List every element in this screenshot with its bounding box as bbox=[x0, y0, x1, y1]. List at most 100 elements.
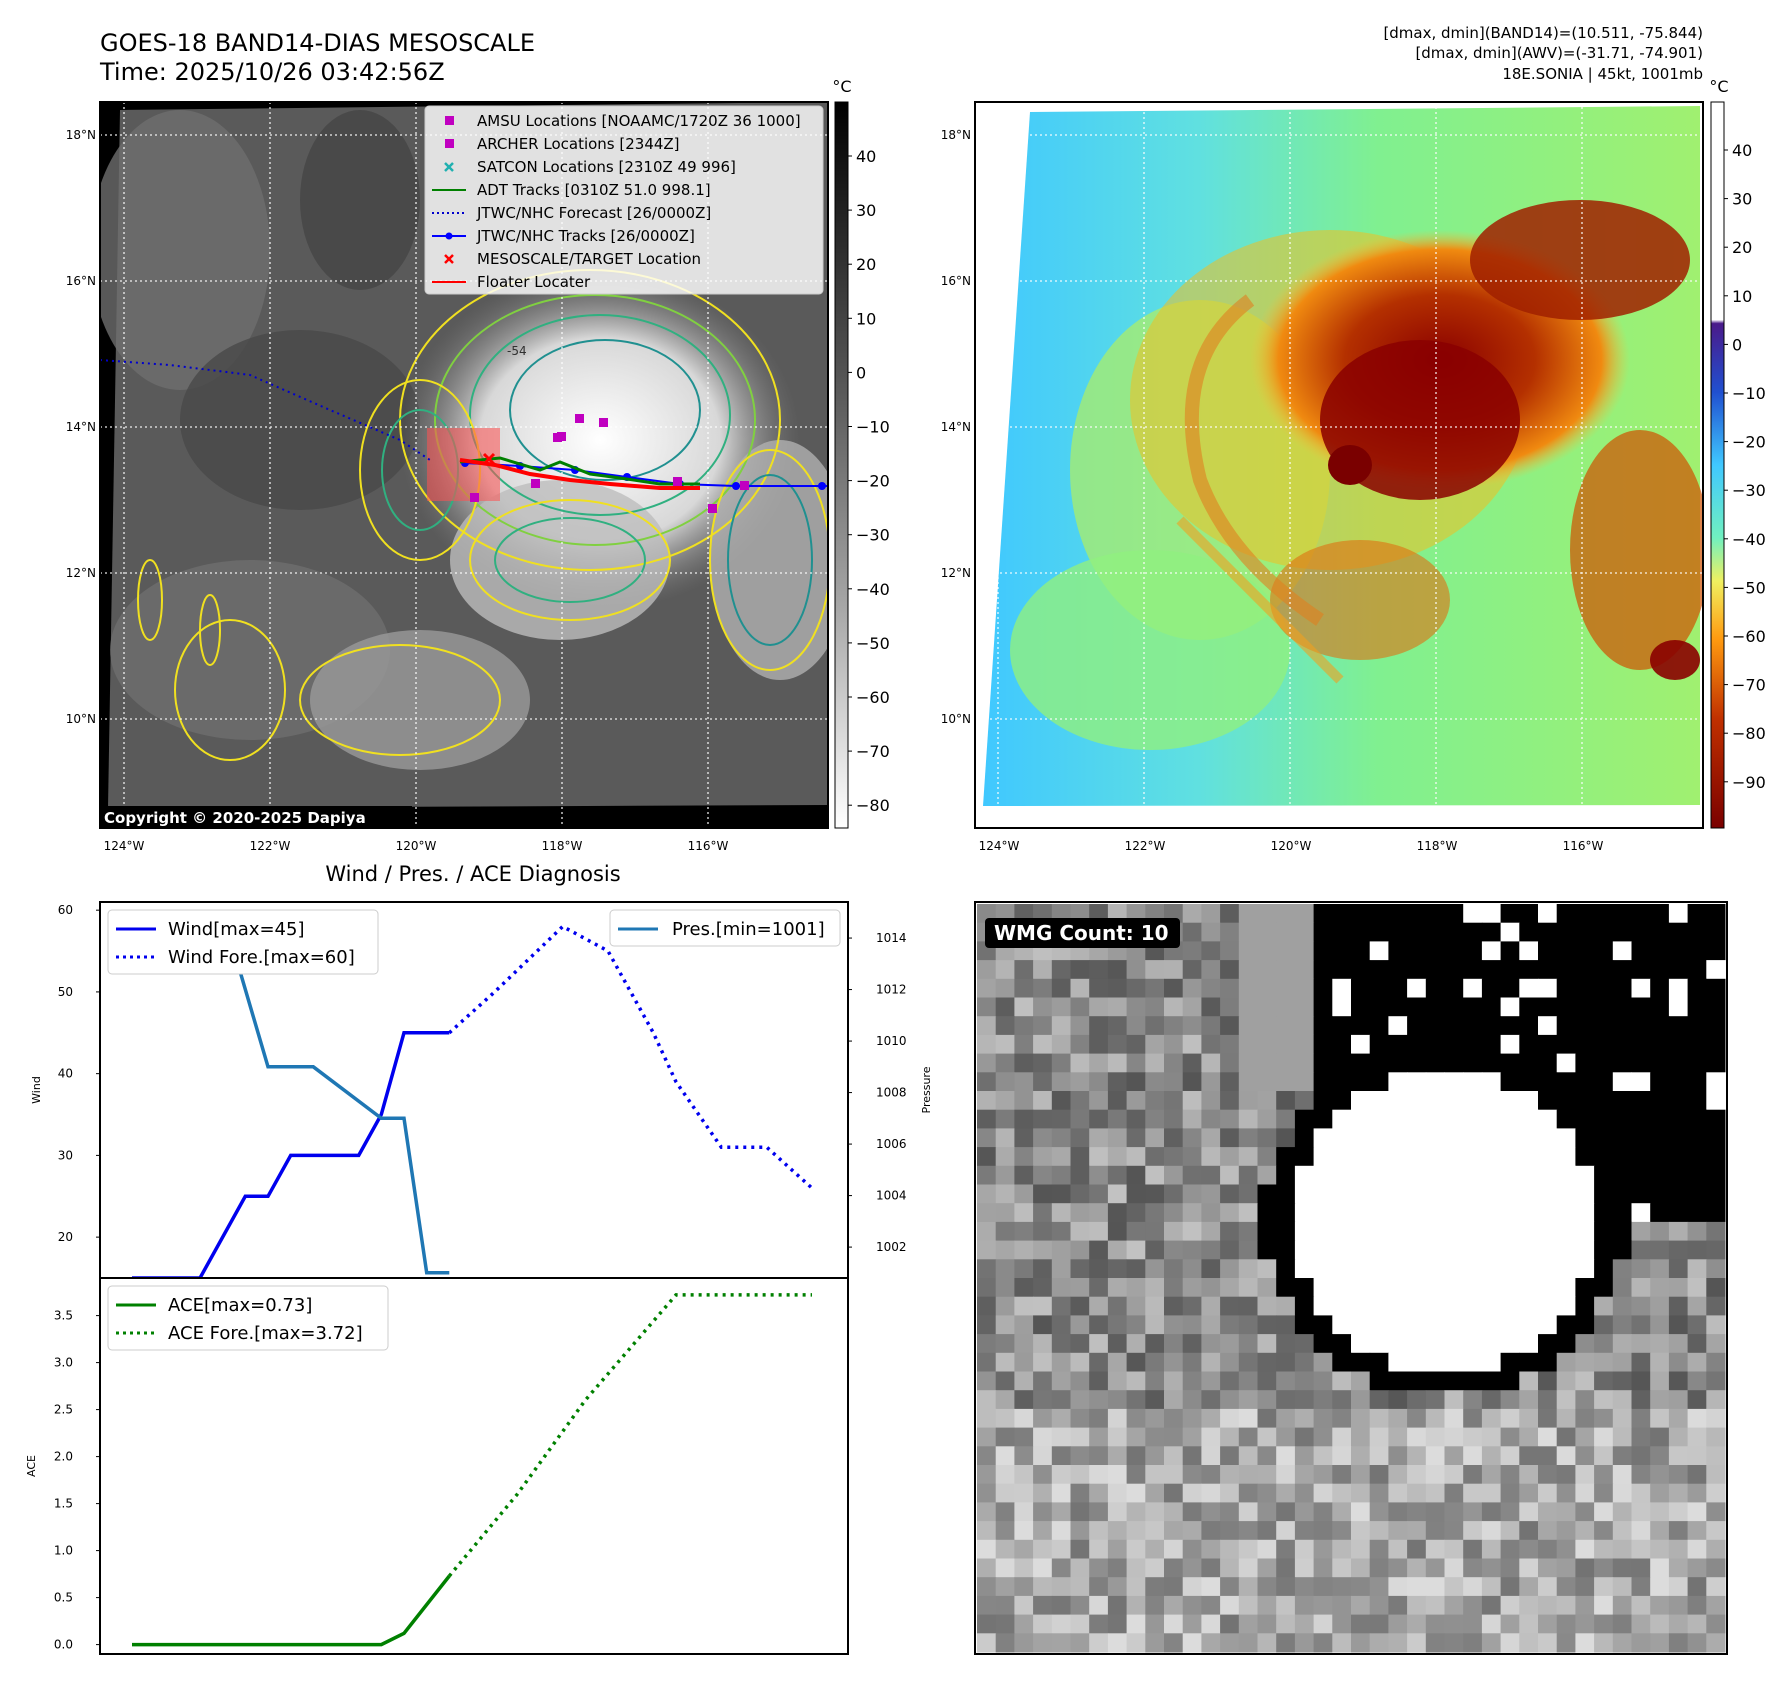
legend-label: JTWC/NHC Forecast [26/0000Z] bbox=[476, 204, 711, 222]
colorbar-right-tick: −60 bbox=[1732, 627, 1766, 646]
colorbar-right-tick: −40 bbox=[1732, 530, 1766, 549]
colorbar-right-tick: −50 bbox=[1732, 578, 1766, 597]
legend-entry: AMSU Locations [NOAAMC/1720Z 36 1000] bbox=[445, 112, 801, 130]
legend-entry: JTWC/NHC Forecast [26/0000Z] bbox=[432, 204, 711, 222]
colorbar-left-tick: 0 bbox=[856, 363, 866, 382]
colorbar-right-unit: °C bbox=[1709, 77, 1728, 96]
stats-storm: 18E.SONIA | 45kt, 1001mb bbox=[1502, 65, 1703, 83]
colorbar-right-tick: −10 bbox=[1732, 384, 1766, 403]
colorbar-right-tick: 10 bbox=[1732, 287, 1752, 306]
ace-tick: 0.0 bbox=[54, 1638, 73, 1652]
floater-locater-track bbox=[459, 458, 700, 490]
legend-ace: ACE[max=0.73] bbox=[168, 1295, 312, 1316]
wind-tick: 30 bbox=[58, 1148, 73, 1162]
colorbar-left-tick: −10 bbox=[856, 418, 890, 437]
legend-label: AMSU Locations [NOAAMC/1720Z 36 1000] bbox=[477, 112, 801, 130]
ace-tick: 0.5 bbox=[54, 1591, 73, 1605]
colorbar-left-tick: −40 bbox=[856, 580, 890, 599]
pressure-ylabel: Pressure bbox=[920, 1066, 933, 1113]
colorbar-right-tick: −90 bbox=[1732, 773, 1766, 792]
ace-tick: 2.0 bbox=[54, 1450, 73, 1464]
legend-entry: SATCON Locations [2310Z 49 996] bbox=[444, 158, 736, 176]
lat-label: 16°N bbox=[66, 274, 96, 288]
legend-entry: ARCHER Locations [2344Z] bbox=[445, 135, 680, 153]
lat-label: 18°N bbox=[941, 128, 971, 142]
colorbar-right-tick: 30 bbox=[1732, 190, 1752, 209]
pressure-tick: 1014 bbox=[876, 931, 907, 945]
ace-tick: 1.5 bbox=[54, 1497, 73, 1511]
ace-chart: 0.0 0.5 1.0 1.5 2.0 2.5 3.0 3.5 ACE ACE[max=0.7… bbox=[25, 1277, 849, 1655]
legend-label: MESOSCALE/TARGET Location bbox=[477, 250, 701, 268]
wind-ylabel: Wind bbox=[30, 1076, 43, 1104]
lon-label: 116°W bbox=[1563, 839, 1604, 853]
colorbar-right-tick: 40 bbox=[1732, 141, 1752, 160]
copyright: Copyright © 2020-2025 Dapiya bbox=[104, 809, 366, 827]
color-ir-panel bbox=[975, 102, 1703, 828]
legend-entry: ADT Tracks [0310Z 51.0 998.1] bbox=[432, 181, 711, 199]
colorbar-right-tick: 0 bbox=[1732, 335, 1742, 354]
colorbar-right-tick: −70 bbox=[1732, 676, 1766, 695]
lat-label: 18°N bbox=[66, 128, 96, 142]
lat-label: 14°N bbox=[941, 420, 971, 434]
colorbar-left-tick: −20 bbox=[856, 472, 890, 491]
tr-lat-labels: 18°N 16°N 14°N 12°N 10°N bbox=[941, 128, 971, 726]
lat-label: 10°N bbox=[66, 712, 96, 726]
ace-tick: 3.5 bbox=[54, 1309, 73, 1323]
colorbar-left-tick: −30 bbox=[856, 526, 890, 545]
wind-tick: 40 bbox=[58, 1067, 73, 1081]
colorbar-left-tick: −70 bbox=[856, 742, 890, 761]
colorbar-right-tick: −20 bbox=[1732, 433, 1766, 452]
colorbar-right: °C 40 30 20 10 0 −10 −20 −30 −40 −50 −60 −70 −80 −90 bbox=[1709, 77, 1766, 829]
tr-lon-labels: 124°W 122°W 120°W 118°W 116°W bbox=[979, 839, 1604, 853]
tl-lat-labels: 18°N 16°N 14°N 12°N 10°N bbox=[66, 128, 96, 726]
ace-ylabel: ACE bbox=[25, 1455, 38, 1477]
wmg-panel: WMG Count: 10 bbox=[974, 901, 1728, 1655]
lon-label: 124°W bbox=[979, 839, 1020, 853]
colorbar-right-tick: −30 bbox=[1732, 481, 1766, 500]
legend-entry: Floater Locater bbox=[432, 273, 591, 291]
lon-label: 118°W bbox=[1417, 839, 1458, 853]
legend-entry: MESOSCALE/TARGET Location bbox=[444, 250, 701, 268]
figure-time: Time: 2025/10/26 03:42:56Z bbox=[99, 58, 445, 86]
stats-awv: [dmax, dmin](AWV)=(-31.71, -74.901) bbox=[1415, 44, 1703, 62]
legend-wind: Wind[max=45] bbox=[168, 919, 305, 940]
legend-label: JTWC/NHC Tracks [26/0000Z] bbox=[476, 227, 695, 245]
legend-label: Floater Locater bbox=[477, 273, 591, 291]
colorbar-right-tick: 20 bbox=[1732, 238, 1752, 257]
ace-series-line-0 bbox=[132, 1574, 451, 1647]
wind-tick: 20 bbox=[58, 1230, 73, 1244]
colorbar-left-tick: 40 bbox=[856, 147, 876, 166]
colorbar-left-tick: 20 bbox=[856, 255, 876, 274]
colorbar-left-tick: 10 bbox=[856, 309, 876, 328]
adt-track bbox=[459, 456, 700, 486]
legend-entry: JTWC/NHC Tracks [26/0000Z] bbox=[432, 227, 695, 245]
ace-tick: 3.0 bbox=[54, 1356, 73, 1370]
colorbar-left-tick: −60 bbox=[856, 688, 890, 707]
lat-label: 12°N bbox=[66, 566, 96, 580]
legend-ace-forecast: ACE Fore.[max=3.72] bbox=[168, 1323, 363, 1344]
ace-tick: 2.5 bbox=[54, 1403, 73, 1417]
pressure-tick: 1006 bbox=[876, 1137, 907, 1151]
wind-tick: 60 bbox=[58, 903, 73, 917]
wind-tick: 50 bbox=[58, 985, 73, 999]
lon-label: 120°W bbox=[396, 839, 437, 853]
lat-label: 10°N bbox=[941, 712, 971, 726]
tl-lon-labels: 124°W 122°W 120°W 118°W 116°W bbox=[104, 839, 729, 853]
lat-label: 12°N bbox=[941, 566, 971, 580]
legend-label: ADT Tracks [0310Z 51.0 998.1] bbox=[477, 181, 711, 199]
legend-pressure: Pres.[min=1001] bbox=[672, 919, 825, 940]
series-line-0 bbox=[132, 1031, 450, 1280]
legend-label: SATCON Locations [2310Z 49 996] bbox=[477, 158, 736, 176]
pressure-tick: 1008 bbox=[876, 1086, 907, 1100]
lon-label: 118°W bbox=[542, 839, 583, 853]
legend-label: ARCHER Locations [2344Z] bbox=[477, 135, 680, 153]
lon-label: 122°W bbox=[250, 839, 291, 853]
colorbar-left: °C 40 30 20 10 0 −10 −20 −30 −40 −50 −60 −70 −80 bbox=[832, 77, 890, 829]
lon-label: 116°W bbox=[688, 839, 729, 853]
colorbar-right-tick: −80 bbox=[1732, 724, 1766, 743]
colorbar-left-tick: −80 bbox=[856, 796, 890, 815]
colorbar-left-unit: °C bbox=[832, 77, 851, 96]
ace-tick: 1.0 bbox=[54, 1544, 73, 1558]
lat-label: 14°N bbox=[66, 420, 96, 434]
